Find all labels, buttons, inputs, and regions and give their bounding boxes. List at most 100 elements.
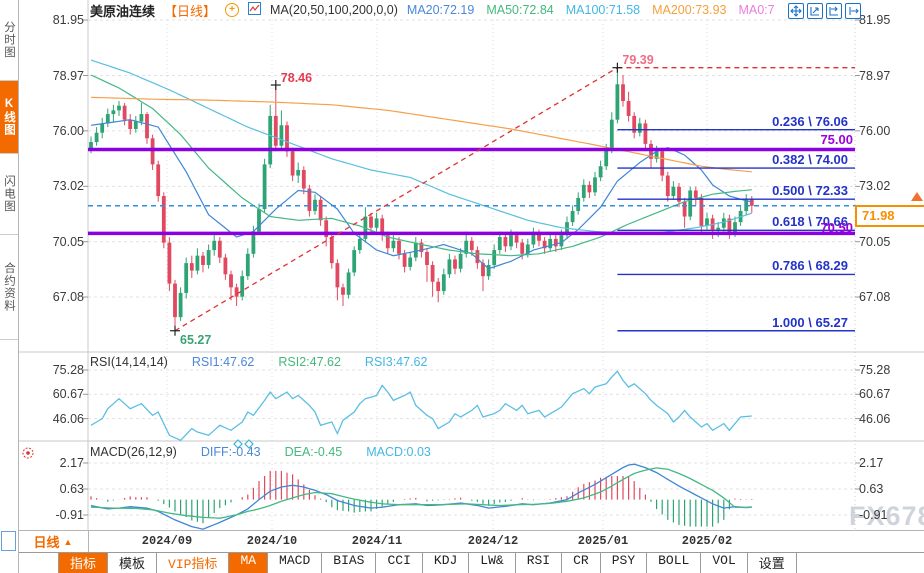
macd-axis-label: 0.63 [59,481,84,496]
symbol-title: 美原油连续 [90,3,156,19]
price-up-arrow-icon [911,192,923,201]
sidebar: 分时图 K线图 闪电图 合约资料 [0,0,19,573]
period-selector-label: 日线 [33,535,60,550]
fib-level-label: 0.618 \ 70.66 [772,214,848,230]
fib-level-label: 0.236 \ 76.06 [772,113,848,129]
tab-MACD[interactable]: MACD [268,553,323,573]
ma-value: MA200:73.93 [652,3,727,17]
price-annotation: 78.46 [280,71,313,86]
period-selector[interactable]: 日线 ▲ [18,530,89,552]
macd-value: DEA:-0.45 [284,445,343,459]
price-axis-label: 73.02 [859,179,891,194]
tab-PSY[interactable]: PSY [601,553,648,573]
ma-values: MA20:72.19 MA50:72.84 MA100:71.58 MA200:73.… [407,3,787,17]
macd-axis-label: -0.91 [55,507,85,522]
macd-value: MACD:0.03 [366,445,431,459]
macd-axis-label: -0.91 [859,507,888,522]
date-label: 2025/01 [577,534,629,548]
rsi-axis-label: 75.28 [859,363,891,377]
move-icon[interactable] [788,3,804,19]
date-label: 2025/02 [681,534,733,548]
rsi-params-label: RSI(14,14,14) [90,355,168,369]
key-level-label: 70.50 [820,220,853,236]
rsi-axis-label: 46.06 [859,411,891,426]
tab-模板[interactable]: 模板 [108,553,158,573]
fib-level-label: 0.786 \ 68.29 [772,258,848,274]
price-axis-label: 67.08 [859,290,891,305]
scale-x-icon[interactable] [826,3,842,19]
tab-BOLL[interactable]: BOLL [647,553,702,573]
chart-toolbar-icons [788,3,861,19]
fib-level-label: 1.000 \ 65.27 [772,314,848,330]
ma-value: MA20:72.19 [406,3,475,17]
pan-right-icon[interactable] [845,3,861,19]
tab-BIAS[interactable]: BIAS [322,553,377,573]
ma-params-label: MA(20,50,100,200,0,0) [270,3,398,17]
price-axis-label: 70.05 [859,234,891,249]
tabbar-spacer [18,553,58,573]
indicator-tabbar: 指标 模板 VIP指标 MA MACD BIAS CCI KDJ LW& RSI CR PSY BOLL… [18,552,924,573]
ma-value: MA0:7 [738,3,775,17]
tab-KDJ[interactable]: KDJ [423,553,470,573]
chart-header: 美原油连续 【日线】 + MA(20,50,100,200,0,0) MA20:… [90,2,787,19]
sidebar-item-1[interactable]: 分时图 [0,0,18,81]
price-annotation: 65.27 [180,332,212,347]
macd-params-label: MACD(26,12,9) [90,445,177,459]
date-label: 2024/09 [141,534,193,548]
key-level-label: 75.00 [820,132,853,148]
rsi-axis-label: 60.67 [859,387,891,402]
period-tag: 【日线】 [164,3,217,19]
tab-RSI[interactable]: RSI [516,553,563,573]
tab-MA[interactable]: MA [229,553,269,573]
macd-axis-label: 0.63 [859,481,884,496]
date-label: 2024/10 [246,534,298,548]
sidebar-item-4[interactable]: 合约资料 [0,235,18,340]
fib-level-label: 0.500 \ 72.33 [772,183,848,199]
tab-VIP指标[interactable]: VIP指标 [157,553,230,573]
rsi-value: RSI3:47.62 [364,355,428,369]
price-axis-label: 78.97 [859,68,891,83]
price-axis-label: 67.08 [52,290,84,305]
macd-value: DIFF:-0.43 [200,445,261,459]
price-axis-label: 76.00 [859,123,891,138]
price-axis-label: 81.95 [859,13,891,27]
rsi-axis-label: 46.06 [52,411,84,426]
price-axis-label: 70.05 [52,234,84,249]
macd-header: MACD(26,12,9) DIFF:-0.43 DEA:-0.45 MACD:0.0… [90,445,455,459]
rsi-value: RSI2:47.62 [278,355,341,369]
sidebar-item-3[interactable]: 闪电图 [0,154,18,235]
tab-CR[interactable]: CR [562,553,601,573]
tab-LW&[interactable]: LW& [469,553,516,573]
tab-CCI[interactable]: CCI [376,553,423,573]
sidebar-item-2[interactable]: K线图 [0,81,18,154]
fib-level-label: 0.382 \ 74.00 [772,152,848,168]
price-axis-label: 81.95 [52,13,84,27]
rsi-header: RSI(14,14,14) RSI1:47.62 RSI2:47.62 RSI3:47… [90,355,451,369]
tab-设置[interactable]: 设置 [748,553,797,573]
corner-box [1,531,16,551]
rsi-axis-label: 75.28 [52,363,84,377]
rsi-axis-label: 60.67 [52,387,84,402]
ma-value: MA50:72.84 [486,3,554,17]
add-indicator-icon[interactable]: + [225,3,240,17]
macd-axis-label: 2.17 [859,456,884,470]
tab-VOL[interactable]: VOL [701,553,748,573]
price-axis-label: 78.97 [52,68,84,83]
date-axis [88,530,924,553]
tab-指标[interactable]: 指标 [58,553,109,573]
price-annotation: 79.39 [622,52,654,67]
date-label: 2024/12 [467,534,519,548]
ma-value: MA100:71.58 [565,3,641,17]
date-label: 2024/11 [351,534,403,548]
macd-axis-label: 2.17 [59,456,84,470]
scale-y-icon[interactable] [807,3,823,19]
price-axis-label: 76.00 [52,123,84,138]
period-up-arrow-icon: ▲ [63,536,73,547]
rsi-value: RSI1:47.62 [191,355,255,369]
price-axis-label: 73.02 [52,179,84,194]
current-price-badge: 71.98 [855,205,924,227]
mini-chart-icon [248,2,262,18]
